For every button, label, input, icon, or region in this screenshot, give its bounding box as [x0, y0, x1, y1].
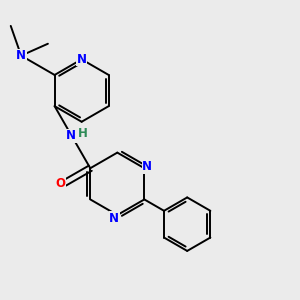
Text: H: H: [78, 127, 88, 140]
Text: N: N: [76, 53, 87, 66]
Text: O: O: [55, 177, 65, 190]
Text: N: N: [66, 129, 76, 142]
Text: N: N: [142, 160, 152, 173]
Text: N: N: [16, 49, 26, 62]
Text: N: N: [109, 212, 119, 224]
